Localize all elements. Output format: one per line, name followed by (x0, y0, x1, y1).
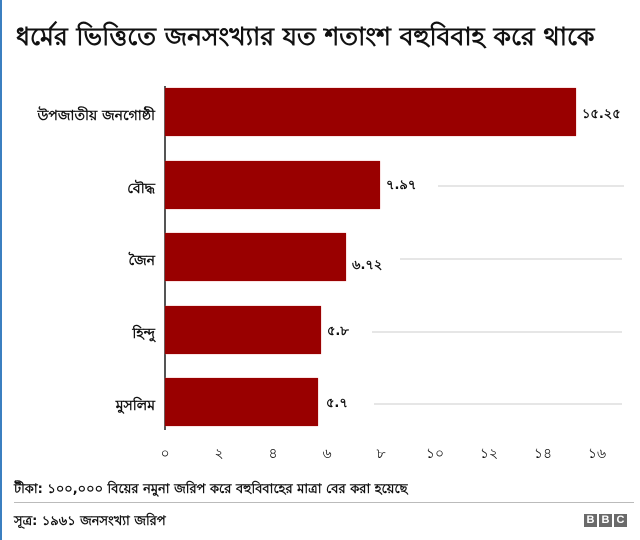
x-tick-label: ২ (214, 446, 224, 462)
bar (165, 161, 380, 209)
value-label: ৫.৭ (326, 396, 348, 411)
bar (165, 233, 346, 281)
category-label: হিন্দু (132, 326, 155, 342)
category-label: বৌদ্ধ (127, 181, 155, 197)
x-tick-label: ৪ (268, 446, 278, 462)
bbc-logo-letter: B (599, 514, 612, 527)
bbc-logo: B B C (584, 514, 627, 527)
x-tick-label: ১০ (425, 446, 445, 462)
bbc-logo-letter: C (614, 514, 627, 527)
left-border (0, 0, 2, 540)
bbc-logo-letter: B (584, 514, 597, 527)
category-label: উপজাতীয় জনগোষ্ঠী (37, 108, 156, 124)
gridline (400, 258, 622, 260)
value-label: ৭.৯৭ (386, 178, 417, 193)
x-tick-label: ১৬ (587, 446, 607, 462)
bar (165, 378, 318, 426)
chart-title: ধর্মের ভিত্তিতে জনসংখ্যার যত শতাংশ বহুবি… (16, 22, 595, 51)
x-tick-label: ৬ (322, 446, 332, 462)
value-label: ৫.৮ (327, 324, 349, 339)
bar-chart: উপজাতীয় জনগোষ্ঠী ১৫.২৫ বৌদ্ধ ৭.৯৭ জৈন ৬… (37, 86, 624, 462)
x-tick-label: ১৪ (533, 446, 553, 462)
gridline (372, 331, 622, 333)
chart-note: টীকা: ১০০,০০০ বিয়ের নমুনা জরিপ করে বহুব… (14, 482, 408, 497)
gridline (374, 403, 622, 405)
category-label: মুসলিম (115, 398, 155, 414)
gridline (438, 185, 624, 187)
divider (14, 502, 634, 503)
x-tick-label: ৮ (376, 446, 386, 462)
value-label: ৬.৭২ (352, 258, 383, 273)
x-tick-label: ০ (160, 446, 170, 462)
chart-source: সূত্র: ১৯৬১ জনসংখ্যা জরিপ (14, 514, 166, 529)
bar (165, 306, 321, 354)
category-label: জৈন (128, 253, 155, 269)
x-tick-label: ১২ (479, 446, 499, 462)
bar (165, 88, 576, 136)
value-label: ১৫.২৫ (582, 107, 621, 122)
